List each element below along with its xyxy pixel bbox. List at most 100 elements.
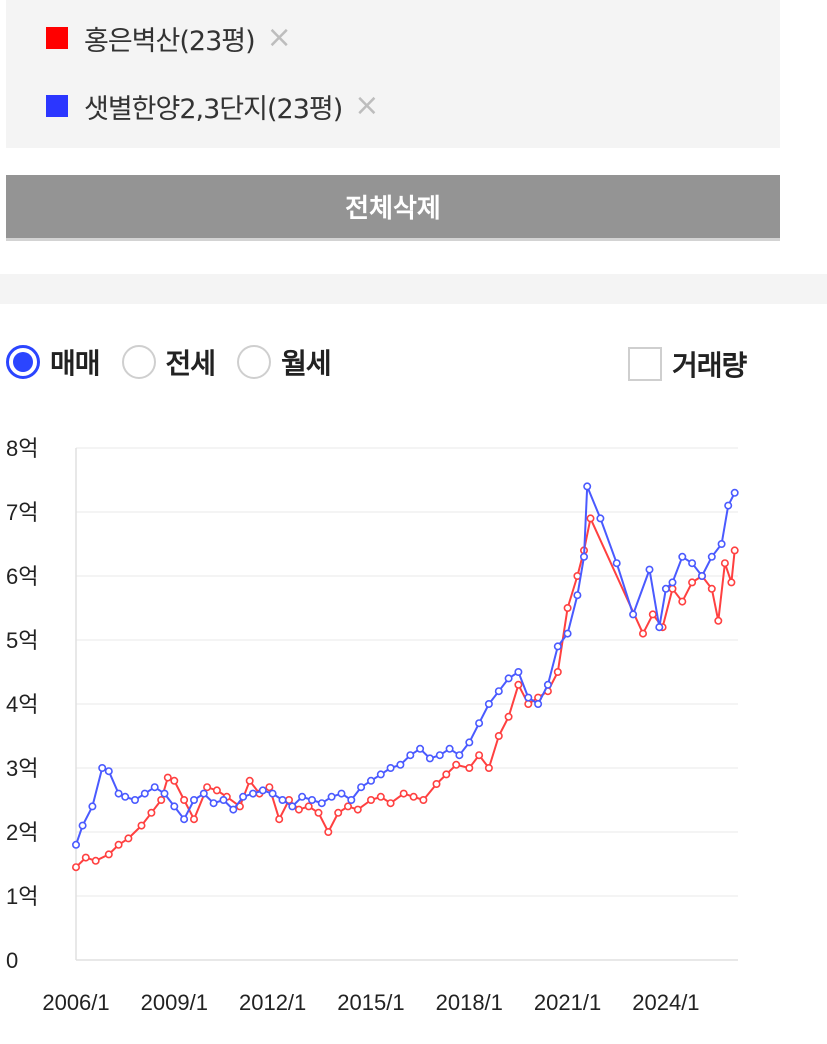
y-tick-label: 8억 — [6, 436, 38, 461]
tab-jeonse[interactable]: 전세 — [121, 342, 216, 382]
data-point — [484, 763, 493, 772]
data-point — [668, 578, 677, 587]
series-line-1 — [75, 517, 736, 868]
data-point — [203, 783, 212, 792]
data-point — [104, 767, 113, 776]
legend-item-2: 샛별한양2,3단지(23평) × — [46, 86, 379, 126]
y-tick-label: 4억 — [6, 692, 38, 717]
data-point — [294, 805, 303, 814]
data-point — [288, 802, 297, 811]
data-point — [147, 808, 156, 817]
legend-item-1: 홍은벽산(23평) × — [46, 18, 292, 58]
radio-unchecked-icon[interactable] — [121, 345, 156, 379]
data-point — [131, 795, 140, 804]
data-point — [455, 751, 464, 760]
data-point — [475, 751, 484, 760]
x-tick-label: 2009/1 — [141, 990, 208, 1015]
data-point — [353, 805, 362, 814]
legend-label-1: 홍은벽산(23평) — [84, 25, 256, 57]
y-tick-label: 5억 — [6, 628, 38, 653]
data-point — [494, 731, 503, 740]
data-point — [730, 488, 739, 497]
data-point — [432, 779, 441, 788]
data-point — [720, 559, 729, 568]
volume-label: 거래량 — [672, 349, 747, 382]
data-point — [452, 760, 461, 769]
data-point — [104, 850, 113, 859]
data-point — [661, 584, 670, 593]
remove-x-icon[interactable]: × — [266, 20, 292, 55]
data-point — [190, 815, 199, 824]
data-point — [140, 789, 149, 798]
x-tick-label: 2006/1 — [42, 990, 109, 1015]
data-point — [334, 808, 343, 817]
data-point — [419, 795, 428, 804]
tab-sale-label: 매매 — [50, 347, 101, 380]
data-point — [78, 821, 87, 830]
data-point — [688, 578, 697, 587]
data-point — [160, 789, 169, 798]
data-point — [114, 840, 123, 849]
data-point — [583, 482, 592, 491]
data-point — [678, 597, 687, 606]
y-tick-label: 6억 — [6, 564, 38, 589]
delete-all-button[interactable]: 전체삭제 — [6, 175, 780, 241]
data-point — [553, 668, 562, 677]
volume-checkbox[interactable] — [628, 347, 662, 381]
data-point — [366, 776, 375, 785]
data-point — [275, 815, 284, 824]
data-point — [347, 795, 356, 804]
tab-monthly-rent-label: 월세 — [281, 347, 332, 380]
data-point — [396, 760, 405, 769]
tab-sale[interactable]: 매매 — [6, 342, 101, 382]
data-point — [170, 802, 179, 811]
data-point — [399, 789, 408, 798]
x-tick-label: 2024/1 — [632, 990, 699, 1015]
price-chart: 0 1억 2억 3억 4억 5억 6억 7억 8억 2006/1 2009/1 2012/1 2015/… — [0, 420, 827, 1040]
tab-monthly-rent[interactable]: 월세 — [237, 342, 332, 382]
data-point — [150, 783, 159, 792]
data-point — [688, 559, 697, 568]
y-tick-label: 2억 — [6, 820, 38, 845]
data-point — [72, 840, 81, 849]
data-point — [514, 668, 523, 677]
legend-swatch-2 — [46, 95, 68, 117]
data-point — [386, 763, 395, 772]
data-point — [163, 773, 172, 782]
data-point — [425, 754, 434, 763]
data-point — [465, 763, 474, 772]
data-point — [307, 795, 316, 804]
data-point — [435, 751, 444, 760]
price-chart-svg: 0 1억 2억 3억 4억 5억 6억 7억 8억 2006/1 2009/1 2012/1 2015/… — [6, 436, 739, 1015]
data-point — [337, 789, 346, 798]
data-point — [484, 699, 493, 708]
data-point — [409, 792, 418, 801]
data-point — [376, 770, 385, 779]
data-point — [638, 629, 647, 638]
data-point — [343, 802, 352, 811]
data-point — [524, 693, 533, 702]
deal-type-tabs: 매매 전세 월세 — [6, 338, 353, 386]
data-point — [730, 546, 739, 555]
data-point — [514, 680, 523, 689]
data-point — [596, 514, 605, 523]
data-point — [239, 792, 248, 801]
data-point — [72, 863, 81, 872]
data-point — [137, 821, 146, 830]
data-point — [465, 738, 474, 747]
data-point — [442, 770, 451, 779]
radio-checked-icon[interactable] — [6, 345, 40, 379]
data-point — [727, 578, 736, 587]
data-point — [304, 802, 313, 811]
data-point — [376, 792, 385, 801]
data-point — [586, 514, 595, 523]
data-point — [245, 776, 254, 785]
volume-toggle[interactable]: 거래량 — [628, 344, 747, 384]
data-point — [678, 552, 687, 561]
data-point — [543, 680, 552, 689]
remove-x-icon[interactable]: × — [354, 88, 380, 123]
radio-unchecked-icon[interactable] — [237, 345, 272, 379]
data-point — [265, 783, 274, 792]
data-point — [645, 565, 654, 574]
legend-label-2: 샛별한양2,3단지(23평) — [84, 93, 343, 125]
